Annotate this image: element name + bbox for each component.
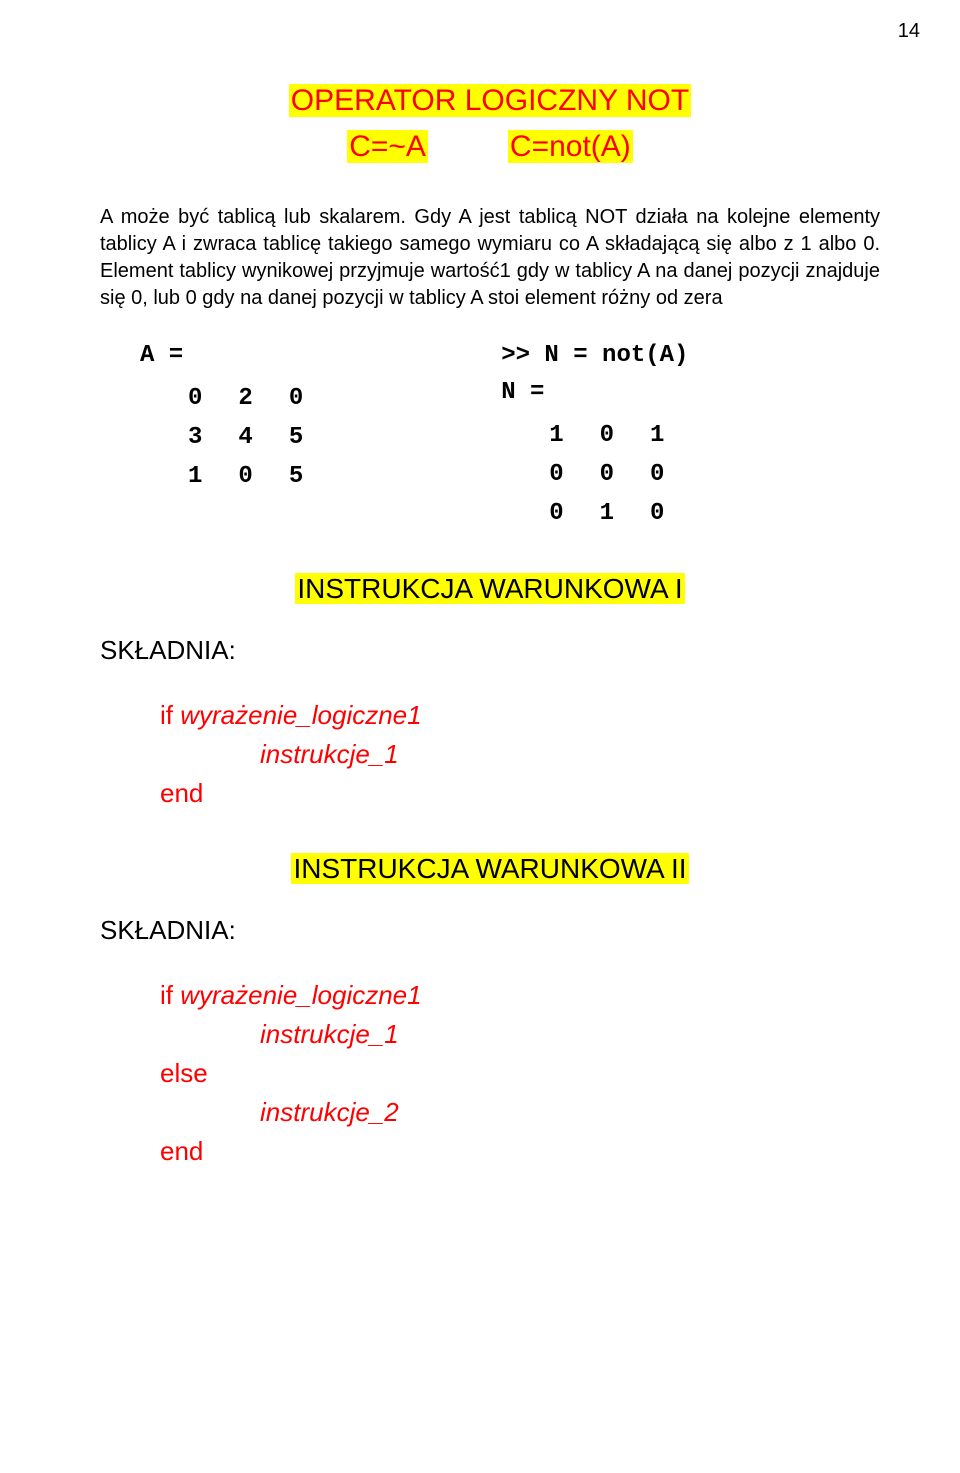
skladnia-label-1: SKŁADNIA: — [100, 635, 880, 666]
cell: 0 — [531, 455, 581, 494]
cell: 0 — [271, 379, 321, 418]
paragraph-1: A może być tablicą lub skalarem. Gdy A j… — [100, 204, 880, 312]
table-row: 3 4 5 — [170, 418, 321, 457]
cell: 0 — [220, 457, 270, 496]
cell: 0 — [582, 416, 632, 455]
instr: instrukcje_1 — [120, 1015, 399, 1054]
matrix-n-label2: N = — [501, 379, 688, 406]
table-row: 1 0 1 — [531, 416, 682, 455]
title-block: OPERATOR LOGICZNY NOT C=~A C=not(A) — [100, 80, 880, 168]
code-block-1: if wyrażenie_logiczne1 instrukcje_1 end — [120, 696, 880, 813]
title-line1: OPERATOR LOGICZNY NOT — [289, 84, 691, 117]
skladnia-label-2: SKŁADNIA: — [100, 915, 880, 946]
matrix-a-table: 0 2 0 3 4 5 1 0 5 — [170, 379, 321, 496]
page: 14 OPERATOR LOGICZNY NOT C=~AC=not(A) A … — [0, 0, 960, 1473]
matrix-a-block: A = 0 2 0 3 4 5 1 0 5 — [140, 342, 321, 533]
heading-2: INSTRUKCJA WARUNKOWA II — [100, 853, 880, 885]
title-line2-left: C=~A — [347, 130, 428, 163]
cell: 4 — [220, 418, 270, 457]
cell: 1 — [531, 416, 581, 455]
heading-1-text: INSTRUKCJA WARUNKOWA I — [295, 573, 684, 604]
cell: 5 — [271, 457, 321, 496]
matrices-row: A = 0 2 0 3 4 5 1 0 5 >> — [140, 342, 880, 533]
matrix-n-table: 1 0 1 0 0 0 0 1 0 — [531, 416, 682, 533]
cell: 5 — [271, 418, 321, 457]
title-line2-right: C=not(A) — [508, 130, 633, 163]
heading-1: INSTRUKCJA WARUNKOWA I — [100, 573, 880, 605]
kw-end: end — [120, 774, 203, 813]
matrix-a-label: A = — [140, 342, 321, 369]
kw-if: if — [160, 700, 180, 730]
table-row: 0 1 0 — [531, 494, 682, 533]
cell: 0 — [632, 494, 682, 533]
code-block-2: if wyrażenie_logiczne1 instrukcje_1 else… — [120, 976, 880, 1171]
kw-if: if — [160, 980, 180, 1010]
cell: 3 — [170, 418, 220, 457]
instr: instrukcje_2 — [120, 1093, 399, 1132]
matrix-n-block: >> N = not(A) N = 1 0 1 0 0 0 0 1 0 — [501, 342, 688, 533]
kw-end: end — [120, 1132, 203, 1171]
expr: wyrażenie_logiczne1 — [180, 980, 421, 1010]
cell: 0 — [170, 379, 220, 418]
cell: 1 — [170, 457, 220, 496]
cell: 2 — [220, 379, 270, 418]
cell: 0 — [582, 455, 632, 494]
cell: 1 — [582, 494, 632, 533]
kw-else: else — [120, 1054, 208, 1093]
cell: 0 — [531, 494, 581, 533]
table-row: 1 0 5 — [170, 457, 321, 496]
matrix-n-label1: >> N = not(A) — [501, 342, 688, 369]
instr: instrukcje_1 — [120, 735, 399, 774]
table-row: 0 2 0 — [170, 379, 321, 418]
table-row: 0 0 0 — [531, 455, 682, 494]
page-number: 14 — [898, 20, 920, 43]
expr: wyrażenie_logiczne1 — [180, 700, 421, 730]
cell: 0 — [632, 455, 682, 494]
heading-2-text: INSTRUKCJA WARUNKOWA II — [291, 853, 688, 884]
cell: 1 — [632, 416, 682, 455]
